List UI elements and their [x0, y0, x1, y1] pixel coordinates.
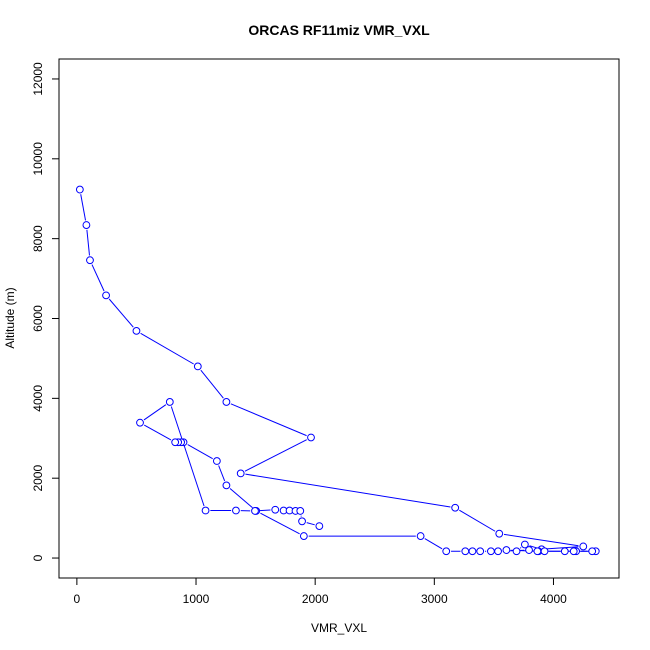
series-line-segment	[86, 229, 90, 256]
data-point	[502, 546, 511, 554]
data-point	[533, 547, 542, 556]
y-tick-label: 12000	[31, 62, 45, 96]
y-tick-label: 10000	[31, 142, 45, 176]
data-point	[512, 547, 521, 556]
y-tick-label: 6000	[31, 305, 45, 332]
series-line-segment	[306, 522, 315, 526]
data-point	[579, 542, 588, 551]
series-line-segment	[230, 403, 307, 437]
data-point	[525, 546, 533, 554]
series-line-segment	[459, 509, 496, 532]
series-line-segment	[140, 332, 194, 365]
data-point	[222, 481, 231, 490]
data-point	[136, 418, 144, 427]
data-point	[560, 547, 569, 556]
data-point	[468, 547, 477, 556]
series-line-segment	[259, 509, 271, 512]
data-point	[132, 326, 141, 335]
data-point	[540, 547, 549, 556]
data-point	[165, 398, 174, 406]
data-point	[171, 438, 180, 447]
series-line-segment	[546, 546, 579, 550]
series-line-segment	[260, 512, 300, 535]
series-line-segment	[170, 406, 205, 507]
x-axis-label: VMR_VXL	[311, 621, 367, 635]
plot-frame	[58, 58, 620, 579]
series-line-segment	[218, 465, 226, 482]
data-point	[307, 433, 315, 442]
series-line-segment	[143, 404, 167, 421]
data-point	[495, 529, 504, 538]
series-line-segment	[143, 424, 172, 441]
series-line-segment	[80, 194, 87, 221]
series-line-segment	[108, 298, 134, 328]
series-line-segment	[424, 538, 443, 550]
data-point	[299, 532, 308, 540]
data-point	[236, 469, 245, 478]
data-point	[102, 291, 110, 300]
series-line-segment	[245, 473, 451, 508]
x-axis: 0 1000 2000 3000 4000	[74, 578, 567, 606]
data-point	[520, 540, 529, 549]
x-tick-label: 0	[74, 592, 81, 606]
data-point	[476, 547, 485, 556]
series-line-segment	[529, 545, 538, 549]
x-tick-label: 3000	[421, 592, 448, 606]
data-point	[201, 506, 210, 515]
data-point	[222, 398, 231, 406]
data-point	[75, 185, 84, 194]
y-tick-label: 8000	[31, 225, 45, 252]
data-point	[442, 547, 451, 556]
y-axis-label: Altitude (m)	[3, 287, 17, 348]
series-line-segment	[187, 444, 213, 460]
series-line-segment	[200, 369, 224, 399]
data-point	[212, 457, 221, 465]
series-group	[75, 185, 600, 556]
data-point	[487, 547, 495, 556]
data-point	[298, 517, 306, 526]
data-point	[232, 506, 240, 515]
data-point	[86, 256, 94, 265]
series-line-segment	[229, 488, 253, 509]
data-point	[251, 507, 259, 515]
y-axis: 0 2000 4000 6000 8000 10000 12000	[31, 62, 59, 561]
data-point	[271, 505, 280, 514]
data-point	[315, 522, 324, 530]
x-tick-label: 1000	[183, 592, 210, 606]
series-line-segment	[503, 533, 579, 547]
data-point	[416, 532, 425, 540]
data-point	[193, 362, 202, 371]
series-line-segment	[244, 439, 307, 472]
x-tick-label: 2000	[302, 592, 329, 606]
data-point	[451, 503, 460, 512]
chart-title: ORCAS RF11miz VMR_VXL	[248, 22, 430, 38]
y-tick-label: 2000	[31, 465, 45, 492]
data-point	[296, 507, 305, 515]
series-line-segment	[519, 547, 522, 549]
y-tick-label: 4000	[31, 385, 45, 412]
x-tick-label: 4000	[540, 592, 567, 606]
data-point	[82, 221, 91, 229]
data-point	[461, 547, 470, 556]
series-line-segment	[91, 264, 105, 292]
y-tick-label: 0	[31, 554, 45, 561]
data-point	[588, 547, 597, 556]
data-point	[569, 547, 578, 556]
data-point	[494, 547, 502, 556]
